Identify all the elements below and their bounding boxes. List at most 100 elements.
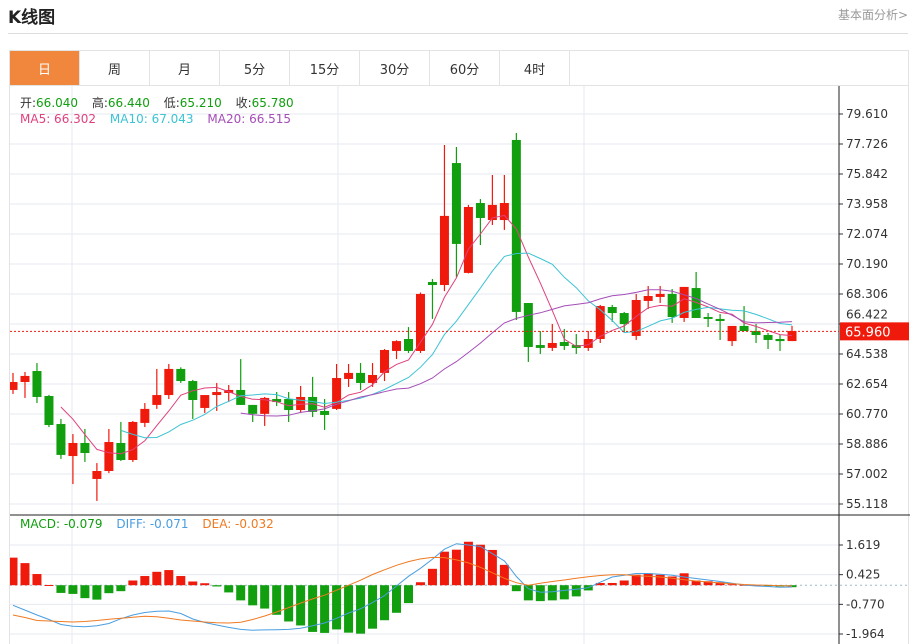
macd-bar <box>68 585 78 594</box>
current-price-badge <box>840 322 909 341</box>
ma10-value: MA10: 67.043 <box>109 112 194 126</box>
candle <box>751 324 761 343</box>
macd-bar <box>236 585 246 601</box>
candle <box>104 428 114 474</box>
candle <box>427 278 437 319</box>
macd-bar <box>224 585 234 593</box>
macd-bar <box>763 585 773 587</box>
candle-body <box>272 399 282 403</box>
macd-bar <box>176 576 186 586</box>
tab-month[interactable]: 月 <box>150 51 220 85</box>
tab-day[interactable]: 日 <box>10 51 80 85</box>
macd-bar <box>475 544 485 586</box>
candle-body <box>535 345 545 348</box>
candle-body <box>715 318 725 322</box>
candle-body <box>68 442 78 457</box>
open-value: 66.040 <box>36 96 79 110</box>
tab-30min[interactable]: 30分 <box>360 51 430 85</box>
macd-bar <box>188 581 198 586</box>
candle <box>451 146 461 278</box>
macd-bar <box>104 585 114 594</box>
macd-bar <box>260 585 270 609</box>
candle <box>415 292 425 354</box>
macd-bar <box>703 581 713 586</box>
period-tabs: 日 周 月 5分 15分 30分 60分 4时 <box>9 50 909 86</box>
candle-body <box>32 371 42 397</box>
candle-body <box>787 331 797 342</box>
candle <box>92 463 102 501</box>
ma10-line <box>120 252 793 439</box>
macd-tick-label: -1.964 <box>846 627 885 641</box>
candle <box>260 396 270 426</box>
page-title: K线图 <box>8 8 56 28</box>
macd-bar <box>715 582 725 586</box>
macd-bar <box>571 585 581 597</box>
macd-bar <box>200 583 210 586</box>
candle-body <box>104 442 114 472</box>
candle-body <box>152 395 162 405</box>
candle-body <box>308 396 318 412</box>
candle-body <box>320 410 330 415</box>
price-tick-label: 75.842 <box>846 167 888 181</box>
tab-4hour[interactable]: 4时 <box>500 51 570 85</box>
candle <box>547 324 557 351</box>
macd-bar <box>152 571 162 586</box>
chart-canvas[interactable]: 79.610 77.726 75.842 73.958 72.074 70.190 68.3… <box>10 86 910 644</box>
candle <box>320 399 330 430</box>
candle-body <box>427 281 437 286</box>
tab-5min[interactable]: 5分 <box>220 51 290 85</box>
candle <box>463 204 473 274</box>
macd-bar <box>511 585 521 592</box>
candle <box>595 304 605 343</box>
macd-bar <box>368 585 378 629</box>
price-tick-label: 79.610 <box>846 107 888 121</box>
candle-body <box>463 206 473 273</box>
macd-bar <box>727 584 737 586</box>
candle <box>691 271 701 318</box>
macd-bar <box>56 585 66 593</box>
macd-bar <box>415 582 425 586</box>
price-tick-label: 60.770 <box>846 407 888 421</box>
candle-body <box>164 368 174 396</box>
candle <box>368 363 378 387</box>
macd-bar <box>427 568 437 586</box>
candle <box>775 335 785 351</box>
macd-bar <box>308 585 318 632</box>
candle <box>356 363 366 390</box>
price-tick-label: 55.118 <box>846 497 888 511</box>
macd-bar <box>128 580 138 586</box>
tab-week[interactable]: 周 <box>80 51 150 85</box>
fundamental-analysis-link[interactable]: 基本面分析> <box>837 8 908 22</box>
candle-body <box>140 408 150 423</box>
candle-body <box>619 313 629 325</box>
candle-body <box>200 395 210 408</box>
macd-bar <box>92 585 102 600</box>
candle <box>727 325 737 347</box>
macd-tick-label: -0.770 <box>846 597 885 611</box>
candle <box>344 364 354 387</box>
candle <box>380 349 390 382</box>
macd-bar <box>547 585 557 601</box>
price-tick-label: 62.654 <box>846 377 888 391</box>
candle-body <box>763 335 773 340</box>
tab-60min[interactable]: 60分 <box>430 51 500 85</box>
candle <box>56 418 66 459</box>
tab-15min[interactable]: 15分 <box>290 51 360 85</box>
candle-body <box>44 396 54 425</box>
candle-body <box>80 442 90 454</box>
candle-body <box>739 325 749 332</box>
candle <box>44 394 54 428</box>
candle <box>403 327 413 354</box>
candle-body <box>523 303 533 347</box>
dea-value: DEA: -0.032 <box>202 517 274 531</box>
candle-body <box>655 293 665 297</box>
kline-chart[interactable]: 79.610 77.726 75.842 73.958 72.074 70.190 68.3… <box>9 86 910 644</box>
candle-body <box>451 163 461 244</box>
candle-body <box>775 339 785 342</box>
candle-body <box>20 375 30 382</box>
candle-body <box>439 215 449 286</box>
candle-body <box>415 293 425 351</box>
candle-body <box>499 203 509 221</box>
macd-bar <box>320 585 330 633</box>
macd-info: MACD: -0.079 DIFF: -0.071 DEA: -0.032 <box>20 517 284 531</box>
